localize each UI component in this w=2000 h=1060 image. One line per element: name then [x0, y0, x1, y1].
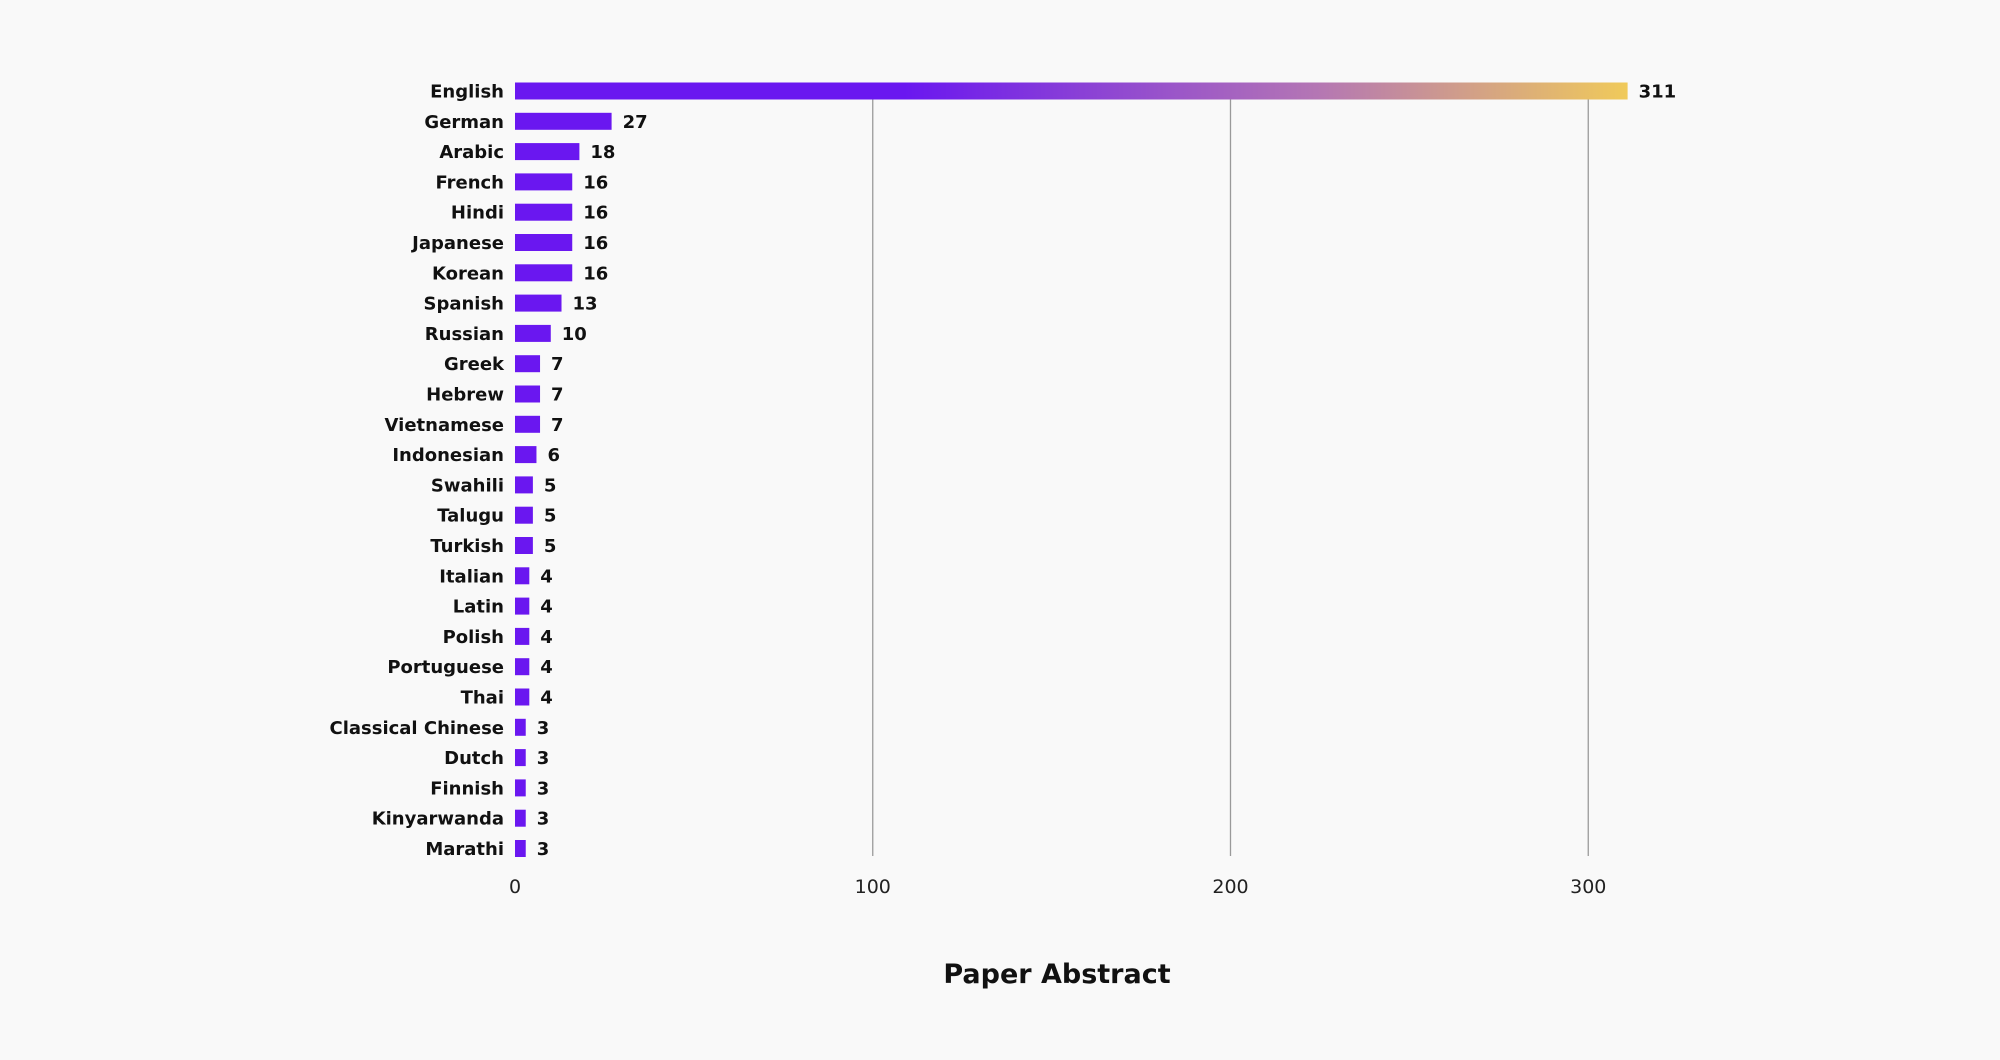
- labels: English 311 German 27 Arabic 18 French 16 Hindi 1…: [329, 82, 1676, 861]
- data-label: 3: [537, 748, 550, 769]
- bar-latin: [515, 597, 530, 615]
- data-label: 16: [583, 233, 608, 254]
- data-label: 7: [551, 415, 564, 436]
- data-label: 5: [544, 506, 557, 527]
- category-label: Polish: [443, 627, 504, 648]
- x-tick-label: 300: [1570, 876, 1606, 898]
- bar-swahili: [515, 476, 533, 494]
- bar-vietnamese: [515, 415, 541, 433]
- data-label: 16: [583, 263, 608, 284]
- category-label: Marathi: [425, 839, 504, 860]
- bar-finnish: [515, 779, 526, 797]
- category-label: Hebrew: [426, 385, 504, 406]
- bars: [515, 82, 1628, 857]
- data-label: 5: [544, 536, 557, 557]
- data-label: 13: [573, 294, 598, 315]
- category-label: Latin: [453, 597, 504, 618]
- data-label: 3: [537, 809, 550, 830]
- data-label: 4: [540, 597, 553, 618]
- category-label: Turkish: [430, 536, 504, 557]
- bar-indonesian: [515, 446, 537, 464]
- bar-arabic: [515, 143, 580, 161]
- bar-classical-chinese: [515, 718, 526, 736]
- bar-german: [515, 112, 612, 130]
- bar-english: [515, 82, 1628, 100]
- bar-marathi: [515, 840, 526, 857]
- category-label: Classical Chinese: [329, 718, 504, 739]
- category-label: Finnish: [430, 778, 504, 799]
- bar-russian: [515, 324, 551, 342]
- category-label: Indonesian: [392, 445, 504, 466]
- category-label: German: [424, 112, 504, 133]
- data-label: 4: [540, 627, 553, 648]
- bar-italian: [515, 567, 530, 585]
- data-label: 16: [583, 172, 608, 193]
- x-tick-label: 100: [855, 876, 891, 898]
- category-label: Portuguese: [387, 657, 504, 678]
- category-label: Japanese: [410, 233, 504, 254]
- data-label: 3: [537, 778, 550, 799]
- data-label: 3: [537, 718, 550, 739]
- bar-kinyarwanda: [515, 809, 526, 827]
- bar-polish: [515, 627, 530, 645]
- category-label: English: [430, 82, 504, 103]
- bar-japanese: [515, 234, 573, 251]
- bar-dutch: [515, 749, 526, 767]
- bar-hindi: [515, 203, 573, 221]
- bar-turkish: [515, 537, 533, 554]
- x-tick-label: 0: [509, 876, 521, 898]
- category-label: Korean: [432, 263, 504, 284]
- data-label: 27: [623, 112, 648, 133]
- data-label: 10: [562, 324, 587, 345]
- data-label: 7: [551, 385, 564, 406]
- data-label: 6: [547, 445, 560, 466]
- bar-korean: [515, 264, 573, 282]
- x-tick-label: 200: [1212, 876, 1248, 898]
- category-label: Swahili: [431, 475, 504, 496]
- data-label: 4: [540, 566, 553, 587]
- x-axis-title: Paper Abstract: [943, 959, 1170, 990]
- data-label: 3: [537, 839, 550, 860]
- category-label: Vietnamese: [385, 415, 504, 436]
- x-axis-ticks: 0 100 200 300: [509, 876, 1606, 898]
- category-label: Thai: [461, 688, 504, 709]
- bar-french: [515, 173, 573, 191]
- grid-lines: [872, 94, 1589, 856]
- category-label: Dutch: [444, 748, 504, 769]
- category-label: Talugu: [437, 506, 504, 527]
- data-label: 311: [1639, 82, 1677, 103]
- data-label: 18: [590, 142, 615, 163]
- category-label: French: [435, 172, 504, 193]
- category-label: Greek: [444, 354, 505, 375]
- bar-spanish: [515, 294, 562, 312]
- category-label: Spanish: [423, 294, 504, 315]
- data-label: 4: [540, 688, 553, 709]
- category-label: Italian: [439, 566, 504, 587]
- category-label: Hindi: [451, 203, 504, 224]
- category-label: Russian: [425, 324, 504, 345]
- data-label: 7: [551, 354, 564, 375]
- bar-hebrew: [515, 385, 541, 403]
- data-label: 5: [544, 475, 557, 496]
- bar-greek: [515, 355, 541, 373]
- data-label: 4: [540, 657, 553, 678]
- category-label: Arabic: [439, 142, 504, 163]
- bar-talugu: [515, 506, 533, 524]
- bar-portuguese: [515, 658, 530, 676]
- bar-thai: [515, 688, 530, 706]
- data-label: 16: [583, 203, 608, 224]
- category-label: Kinyarwanda: [372, 809, 504, 830]
